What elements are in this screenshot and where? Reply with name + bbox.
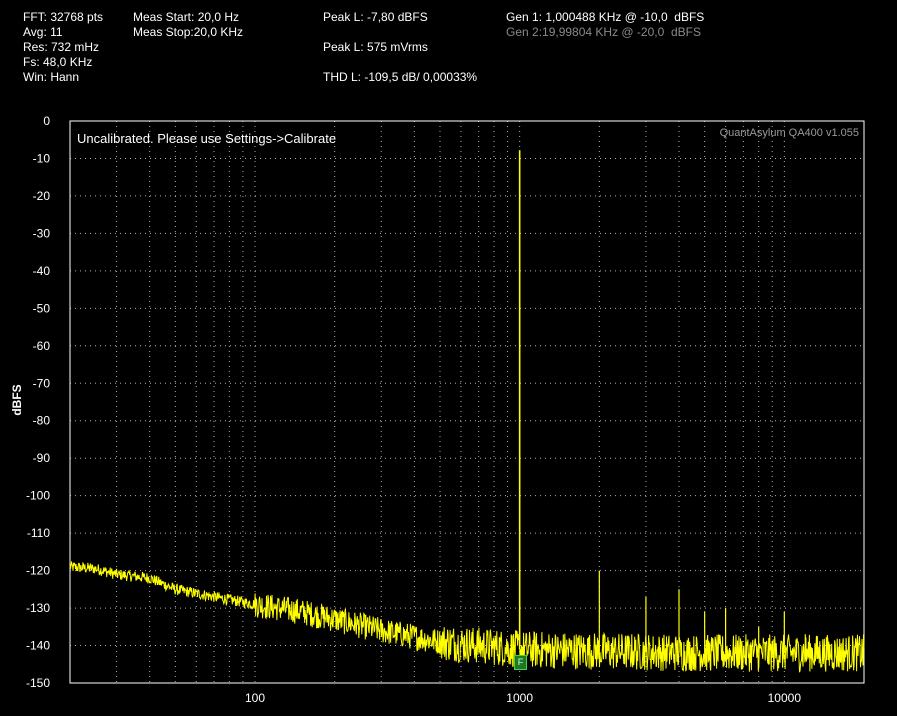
y-tick-label: 0 <box>43 114 50 128</box>
stat-win: Win: Hann <box>23 70 80 84</box>
x-tick-label: 10000 <box>768 691 802 705</box>
x-tick-label: 1000 <box>506 691 533 705</box>
stat-peak-dbfs: Peak L: -7,80 dBFS <box>323 10 428 24</box>
y-tick-label: -20 <box>33 189 51 203</box>
frequency-marker[interactable]: F <box>514 655 527 670</box>
stat-res: Res: 732 mHz <box>23 40 100 54</box>
y-tick-label: -100 <box>26 489 50 503</box>
stat-peak-vrms: Peak L: 575 mVrms <box>323 40 428 54</box>
uncalibrated-notice: Uncalibrated. Please use Settings->Calib… <box>77 131 337 146</box>
y-tick-label: -40 <box>33 264 51 278</box>
y-tick-label: -140 <box>26 639 50 653</box>
stat-fft: FFT: 32768 pts <box>23 10 104 24</box>
y-tick-label: -30 <box>33 226 51 240</box>
y-tick-label: -150 <box>26 676 50 690</box>
y-tick-label: -80 <box>33 414 51 428</box>
stat-meas-start: Meas Start: 20,0 Hz <box>133 10 240 24</box>
stat-gen1: Gen 1: 1,000488 KHz @ -10,0 dBFS <box>506 10 705 24</box>
y-axis-label: dBFS <box>10 384 24 416</box>
stat-thd: THD L: -109,5 dB/ 0,00033% <box>323 70 478 84</box>
brand-label: QuantAsylum QA400 v1.055 <box>719 127 859 139</box>
y-tick-label: -50 <box>33 301 51 315</box>
stat-gen2: Gen 2:19,99804 KHz @ -20,0 dBFS <box>506 25 701 39</box>
y-tick-label: -120 <box>26 564 50 578</box>
y-tick-label: -130 <box>26 601 50 615</box>
stat-meas-stop: Meas Stop:20,0 KHz <box>133 25 244 39</box>
noise-floor-trace <box>69 561 865 673</box>
plot-frame <box>69 120 865 684</box>
y-tick-label: -110 <box>27 526 50 540</box>
stat-avg: Avg: 11 <box>23 25 63 39</box>
y-tick-label: -60 <box>33 339 51 353</box>
y-tick-label: -70 <box>33 376 51 390</box>
y-tick-label: -10 <box>33 151 51 165</box>
x-tick-label: 100 <box>245 691 265 705</box>
stat-fs: Fs: 48,0 KHz <box>23 55 93 69</box>
y-tick-label: -90 <box>33 451 51 465</box>
